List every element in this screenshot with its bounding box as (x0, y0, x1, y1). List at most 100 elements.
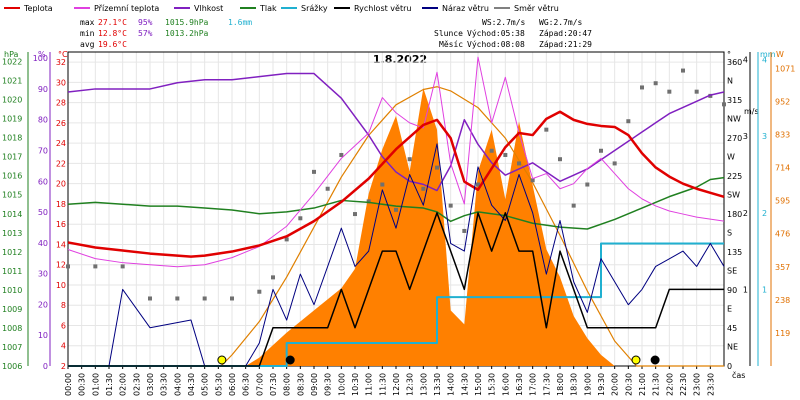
rain-tick-label: 3 (762, 132, 767, 141)
pressure-tick-label: 1010 (2, 286, 22, 295)
wind-direction-point (284, 237, 289, 242)
radiation-tick-label: 833 (775, 131, 790, 140)
x-tick-label: 15:30 (488, 373, 497, 396)
x-tick-label: 19:30 (597, 373, 606, 396)
wind-direction-point (66, 264, 70, 269)
x-tick-label: 05:00 (201, 373, 210, 396)
x-tick-label: 00:00 (64, 373, 73, 396)
temperature-tick-label: 12 (56, 261, 66, 270)
pressure-tick-label: 1016 (2, 172, 22, 181)
humidity-tick-label: 50 (38, 208, 48, 217)
x-tick-label: 18:30 (570, 373, 579, 396)
wind-direction-point (230, 296, 234, 301)
wind-direction-point (202, 296, 207, 301)
radiation-tick-label: 357 (775, 263, 790, 272)
x-tick-label: 03:00 (146, 373, 155, 396)
humidity-tick-label: 70 (38, 147, 48, 156)
x-tick-label: 00:30 (78, 373, 87, 396)
stats-max-humidity: 95% (138, 18, 153, 27)
wind-direction-point (394, 207, 398, 212)
legend: Teplota Přízemní teplota Vlhkost Tlak Sr… (4, 4, 559, 13)
radiation-tick-label: 119 (775, 329, 790, 338)
moon-label: Měsíc (439, 40, 463, 49)
stats-avg-label: avg (80, 40, 95, 49)
pressure-tick-label: 1011 (2, 267, 22, 276)
x-tick-label: 20:30 (624, 373, 633, 396)
legend-label-pressure: Tlak (259, 4, 277, 13)
stats-max-label: max (80, 18, 95, 27)
rain-tick-label: 2 (762, 209, 767, 218)
x-tick-label: 13:00 (419, 373, 428, 396)
sun-label: Slunce (434, 29, 463, 38)
x-tick-label: 17:00 (529, 373, 538, 396)
radiation-tick-label: 595 (775, 197, 790, 206)
pressure-line (67, 176, 725, 230)
x-tick-label: 17:30 (542, 373, 551, 396)
humidity-tick-label: 80 (38, 116, 48, 125)
pressure-tick-label: 1020 (2, 96, 22, 105)
rain-axis: 4 3 2 1 (757, 52, 767, 366)
x-tick-label: 23:30 (706, 373, 715, 396)
x-tick-label: 22:00 (665, 373, 674, 396)
x-tick-label: 21:00 (638, 373, 647, 396)
wind-direction-point (599, 148, 603, 153)
x-tick-label: 15:00 (474, 373, 483, 396)
direction-tick-label: SW (727, 191, 740, 200)
theoretical-radiation-line (68, 86, 724, 367)
x-tick-label: 07:00 (255, 373, 264, 396)
wind-gust-info: WG:2.7m/s (539, 18, 583, 27)
temperature-line (67, 110, 725, 258)
x-tick-label: 11:30 (378, 373, 387, 396)
speed-tick-label: 1 (743, 285, 748, 294)
x-tick-label: 09:30 (324, 373, 333, 396)
wind-direction-point (312, 169, 316, 174)
temperature-tick-label: 10 (56, 281, 66, 290)
wind-direction-point (407, 157, 412, 162)
x-tick-label: 06:00 (228, 373, 237, 396)
legend-label-rain: Srážky (301, 4, 328, 13)
pressure-tick-label: 1014 (2, 210, 22, 219)
wind-direction-point (612, 161, 617, 166)
wind-direction-point (517, 161, 521, 166)
wind-gust-line (68, 143, 725, 367)
wind-speed-info: WS:2.7m/s (482, 18, 526, 27)
x-tick-label: 12:00 (392, 373, 401, 396)
astro-info: WS:2.7m/s WG:2.7m/s Slunce Východ:05:38 … (434, 18, 592, 49)
wind-direction-point (421, 186, 426, 191)
moon-marker (285, 355, 295, 365)
x-tick-label: 02:30 (132, 373, 141, 396)
humidity-tick-label: 20 (38, 300, 48, 309)
temperature-tick-label: 8 (61, 301, 66, 310)
x-tick-label: 16:00 (501, 373, 510, 396)
direction-axis: 360 N 315 NW 270 W 225 SW 180 S 135 SE 90 E 45 NE 0 (727, 58, 742, 371)
x-tick-label: 10:00 (337, 373, 346, 396)
wind-direction-point (681, 68, 685, 73)
pressure-tick-label: 1021 (2, 77, 22, 86)
wind-direction-point (585, 182, 590, 187)
legend-label-wind-gust: Náraz větru (442, 4, 489, 13)
temperature-tick-label: 18 (56, 200, 66, 209)
radiation-tick-label: 714 (775, 164, 790, 173)
speed-axis: 4 3 2 1 (743, 52, 751, 366)
humidity-tick-label: 0 (43, 362, 48, 371)
wind-direction-point (503, 152, 508, 157)
x-tick-label: 08:30 (296, 373, 305, 396)
temperature-tick-label: 22 (56, 159, 66, 168)
humidity-tick-label: 10 (38, 331, 48, 340)
pressure-tick-label: 1009 (2, 305, 22, 314)
temperature-tick-label: 2 (61, 362, 66, 371)
temperature-axis: 32 30 28 26 24 22 20 18 16 14 12 10 8 6 4 2 (56, 58, 66, 371)
wind-direction-point (435, 165, 439, 170)
direction-tick-label: NW (727, 115, 741, 124)
wind-direction-point (462, 228, 467, 233)
direction-tick-label: E (727, 305, 732, 314)
direction-tick-label: 135 (727, 248, 742, 257)
ground-temperature-line (67, 56, 725, 268)
pressure-tick-label: 1007 (2, 343, 22, 352)
wind-speed-line (68, 212, 724, 367)
pressure-tick-label: 1015 (2, 191, 22, 200)
x-tick-label: 23:00 (693, 373, 702, 396)
legend-label-temperature: Teplota (23, 4, 53, 13)
